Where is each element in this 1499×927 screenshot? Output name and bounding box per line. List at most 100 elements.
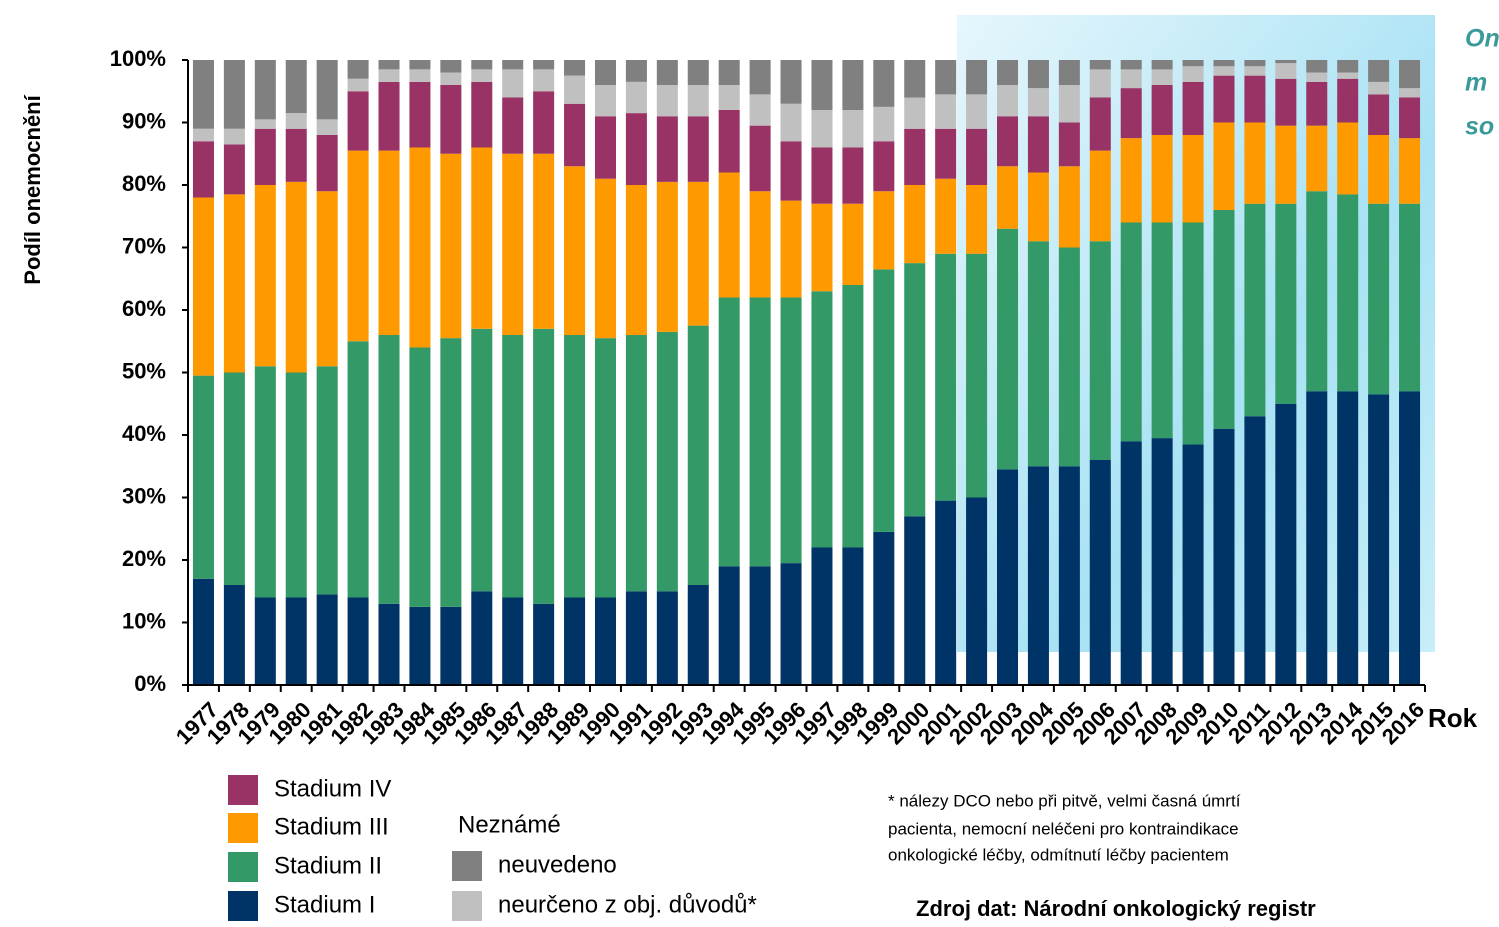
bar-segment <box>966 185 988 254</box>
bar-segment <box>842 60 864 110</box>
bar-segment <box>873 191 895 270</box>
bar-segment <box>285 181 307 373</box>
bar-segment <box>1027 116 1049 173</box>
bar-segment <box>471 591 493 685</box>
source: Zdroj dat: Národní onkologický registr <box>916 896 1316 921</box>
bar-segment <box>254 60 276 120</box>
bar-segment <box>1058 85 1080 123</box>
bar-segment <box>594 116 617 179</box>
bar-segment <box>873 269 895 532</box>
bar-segment <box>811 547 833 685</box>
legend-swatch <box>228 891 258 921</box>
bar-segment <box>811 291 833 548</box>
bar-segment <box>440 338 462 607</box>
bar-segment <box>440 72 462 85</box>
bar-segment <box>1089 60 1111 70</box>
legend-swatch <box>228 775 258 805</box>
bar-segment <box>1182 444 1204 685</box>
bar-segment <box>1120 222 1142 442</box>
bar-segment <box>1399 97 1421 139</box>
bar-segment <box>409 347 431 607</box>
bar-segment <box>223 128 245 145</box>
bar-segment <box>378 60 400 70</box>
bar-segment <box>347 91 369 151</box>
bar-segment <box>1182 60 1204 67</box>
bar-segment <box>1306 191 1328 392</box>
bar-segment <box>749 60 771 95</box>
bar-segment <box>378 335 400 604</box>
bar-segment <box>656 181 678 332</box>
bar-segment <box>1058 122 1080 167</box>
annotation: so <box>1465 113 1494 141</box>
bar-segment <box>996 116 1019 167</box>
bar-segment <box>471 147 493 329</box>
bar-segment <box>904 60 926 98</box>
bar-segment <box>1275 60 1297 64</box>
bar-segment <box>1275 203 1297 404</box>
bar-segment <box>1213 210 1235 429</box>
footnote: * nálezy DCO nebo při pitvě, velmi časná… <box>888 791 1241 810</box>
bar-segment <box>502 153 524 335</box>
legend-label: neurčeno z obj. důvodů* <box>498 891 757 918</box>
bar-segment <box>904 97 926 129</box>
bar-segment <box>1151 222 1173 439</box>
bar-segment <box>996 469 1019 685</box>
y-tick-label: 0% <box>134 671 166 696</box>
bar-segment <box>440 60 462 73</box>
bar-segment <box>966 94 988 129</box>
bar-segment <box>687 116 709 182</box>
bar-segment <box>378 150 400 335</box>
bar-segment <box>625 60 647 82</box>
bar-segment <box>625 185 647 335</box>
bar-segment <box>1306 72 1328 82</box>
bar-segment <box>1151 438 1173 685</box>
bar-segment <box>1337 391 1359 685</box>
footnote: onkologické léčby, odmítnutí léčby pacie… <box>888 845 1229 864</box>
y-tick-label: 60% <box>122 296 166 321</box>
legend-label: Stadium III <box>274 813 389 840</box>
bar-segment <box>1399 203 1421 392</box>
y-tick-label: 20% <box>122 546 166 571</box>
bar-segment <box>471 328 493 592</box>
bar-segment <box>1058 60 1080 85</box>
bar-segment <box>1089 97 1111 151</box>
bar-segment <box>502 60 524 70</box>
bar-segment <box>285 60 307 114</box>
bar-segment <box>347 341 369 598</box>
bar-segment <box>440 153 462 339</box>
bar-segment <box>1275 78 1297 126</box>
bar-segment <box>904 185 926 264</box>
bar-segment <box>1120 60 1142 70</box>
bar-segment <box>1089 460 1111 685</box>
bar-segment <box>285 128 307 182</box>
legend-label: Stadium II <box>274 852 382 879</box>
y-tick-label: 100% <box>110 46 166 71</box>
bar-segment <box>564 597 586 685</box>
bar-segment <box>966 497 988 685</box>
bar-segment <box>1089 241 1111 460</box>
bar-segment <box>192 60 214 129</box>
bar-segment <box>254 366 276 598</box>
bar-segment <box>1027 60 1049 89</box>
bar-segment <box>533 69 555 92</box>
bar-segment <box>1151 69 1173 85</box>
bar-segment <box>502 597 524 685</box>
bar-segment <box>533 603 555 685</box>
bar-segment <box>254 119 276 129</box>
bar-segment <box>996 85 1019 117</box>
bar-segment <box>471 60 493 70</box>
bar-segment <box>533 60 555 70</box>
bar-segment <box>780 60 802 104</box>
bar-segment <box>718 110 740 173</box>
bar-segment <box>409 81 431 148</box>
bar-segment <box>1306 125 1328 192</box>
bar-segment <box>347 597 369 685</box>
bar-segment <box>996 60 1019 85</box>
bar-segment <box>935 500 957 685</box>
bar-segment <box>378 603 400 685</box>
bar-segment <box>687 85 709 117</box>
bar-segment <box>1120 138 1142 223</box>
y-tick-label: 50% <box>122 358 166 383</box>
bar-segment <box>1244 122 1266 204</box>
